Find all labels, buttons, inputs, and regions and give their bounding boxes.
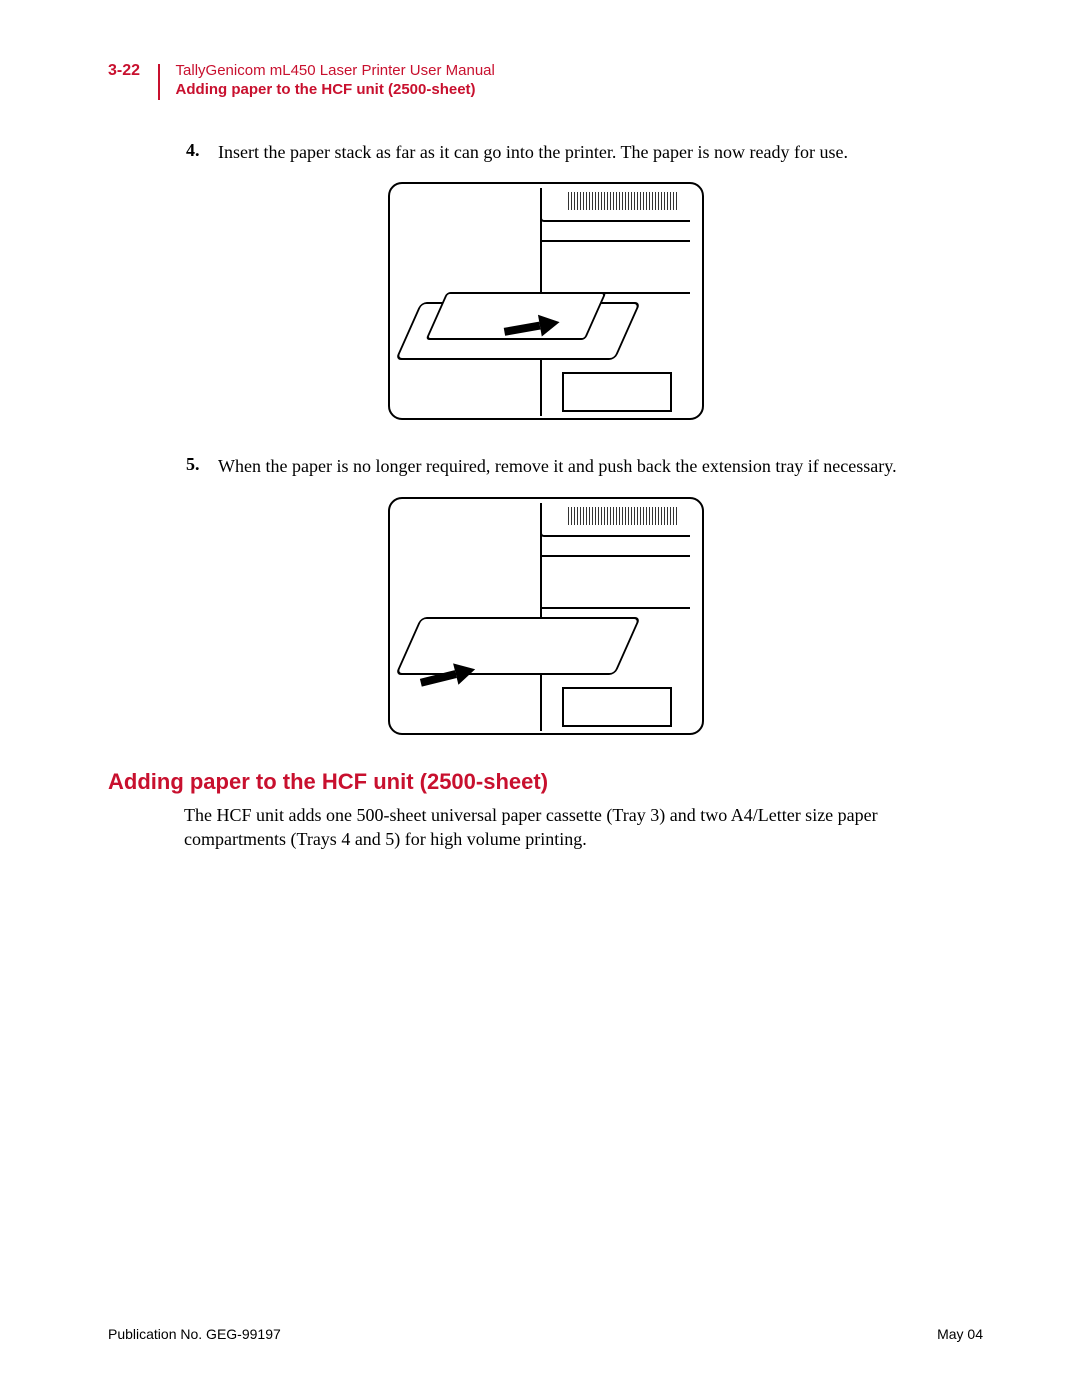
page-footer: Publication No. GEG-99197 May 04 — [108, 1326, 983, 1342]
step-text: Insert the paper stack as far as it can … — [218, 140, 848, 164]
page-header: 3-22 TallyGenicom mL450 Laser Printer Us… — [108, 62, 983, 100]
section-heading: Adding paper to the HCF unit (2500-sheet… — [108, 769, 983, 795]
step-item: 5. When the paper is no longer required,… — [186, 454, 983, 478]
publication-number: Publication No. GEG-99197 — [108, 1326, 281, 1342]
header-divider — [158, 64, 160, 100]
figure-insert-paper — [388, 182, 704, 420]
figure-push-tray — [388, 497, 704, 735]
step-text: When the paper is no longer required, re… — [218, 454, 897, 478]
figure-container — [108, 182, 983, 420]
publication-date: May 04 — [937, 1326, 983, 1342]
page-number: 3-22 — [108, 62, 148, 80]
figure-container — [108, 497, 983, 735]
document-page: 3-22 TallyGenicom mL450 Laser Printer Us… — [108, 62, 983, 1342]
manual-title: TallyGenicom mL450 Laser Printer User Ma… — [176, 62, 495, 81]
section-body: The HCF unit adds one 500-sheet universa… — [184, 803, 974, 852]
step-item: 4. Insert the paper stack as far as it c… — [186, 140, 983, 164]
header-text-block: TallyGenicom mL450 Laser Printer User Ma… — [170, 62, 495, 100]
header-section-title: Adding paper to the HCF unit (2500-sheet… — [176, 81, 495, 100]
step-number: 5. — [186, 454, 218, 478]
step-number: 4. — [186, 140, 218, 164]
